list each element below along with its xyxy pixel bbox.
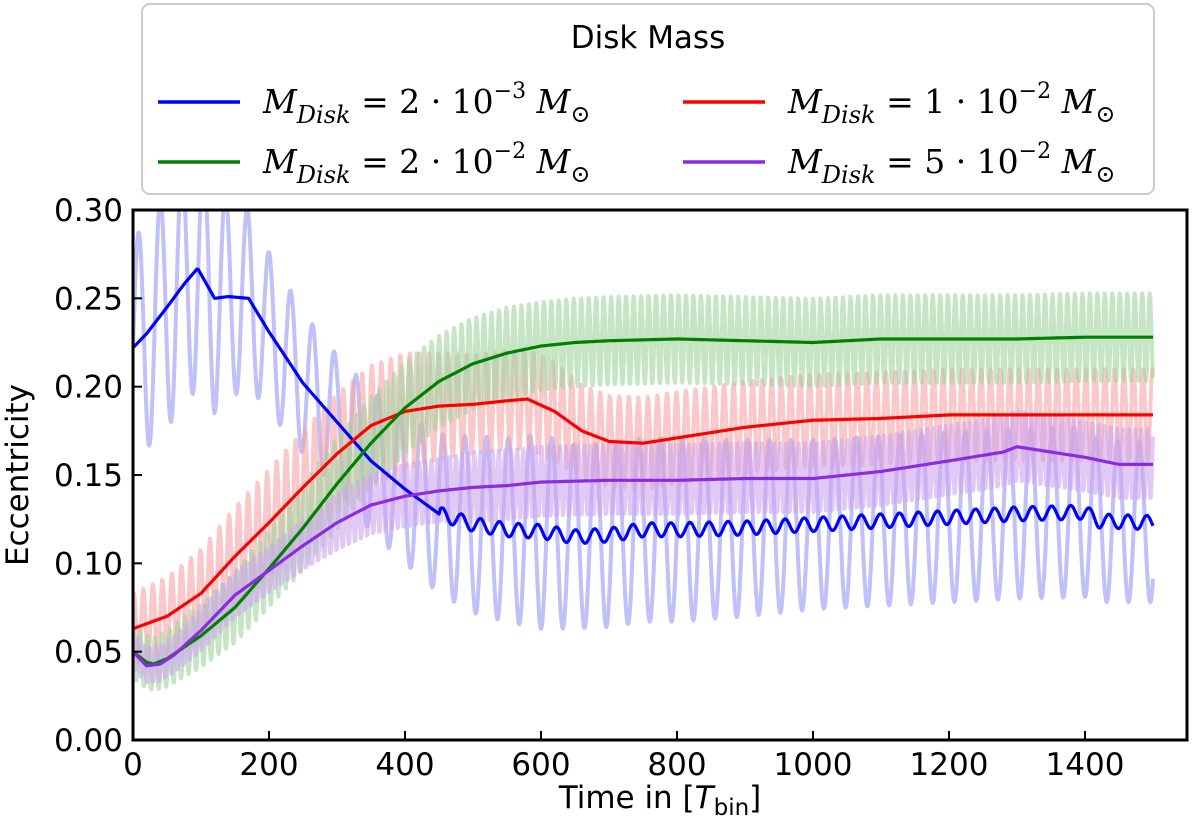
x-tick-label: 200 [239, 747, 298, 783]
x-tick-label: 0 [123, 747, 143, 783]
x-tick-label: 600 [511, 747, 570, 783]
line-series-1 [133, 267, 1155, 545]
y-tick-label: 0.30 [54, 193, 123, 229]
band-series-4 [133, 409, 1155, 685]
variance-bands [133, 210, 1155, 692]
y-tick-label: 0.00 [54, 723, 123, 759]
line-series-4 [133, 445, 1154, 668]
y-tick-label: 0.25 [54, 281, 123, 317]
line-series-2 [133, 397, 1154, 631]
legend-label: MDisk = 5 · 10−2 M⊙ [787, 139, 1116, 189]
x-tick-label: 1000 [774, 747, 853, 783]
y-tick-label: 0.20 [54, 370, 123, 406]
legend-box [141, 3, 1155, 195]
legend-title: Disk Mass [571, 20, 726, 56]
legend-label: MDisk = 1 · 10−2 M⊙ [787, 79, 1116, 129]
legend: Disk Mass MDisk = 2 · 10−3 M⊙ MDisk = 1 ·… [141, 3, 1155, 195]
x-tick-label: 400 [375, 747, 434, 783]
x-axis-title: Time in [Tbin] [558, 780, 762, 821]
legend-entries: MDisk = 2 · 10−3 M⊙ MDisk = 1 · 10−2 M⊙ MD… [158, 79, 1116, 189]
legend-entry-3: MDisk = 2 · 10−2 M⊙ [158, 139, 591, 189]
legend-entry-4: MDisk = 5 · 10−2 M⊙ [683, 139, 1116, 189]
legend-label: MDisk = 2 · 10−3 M⊙ [262, 79, 591, 129]
x-tick-label: 1400 [1046, 747, 1125, 783]
x-tick-label: 800 [647, 747, 706, 783]
y-axis: 0.00 0.05 0.10 0.15 0.20 0.25 0.30 [54, 193, 142, 759]
legend-entry-1: MDisk = 2 · 10−3 M⊙ [158, 79, 591, 129]
x-tick-label: 1200 [910, 747, 989, 783]
legend-label: MDisk = 2 · 10−2 M⊙ [262, 139, 591, 189]
y-tick-label: 0.10 [54, 546, 123, 582]
y-axis-title: Eccentricity [0, 384, 36, 566]
line-series-3 [133, 335, 1154, 666]
series-lines [133, 267, 1155, 668]
legend-entry-2: MDisk = 1 · 10−2 M⊙ [683, 79, 1116, 129]
y-tick-label: 0.05 [54, 635, 123, 671]
x-axis: 0 200 400 600 800 1000 1200 1400 [123, 731, 1124, 783]
y-tick-label: 0.15 [54, 458, 123, 494]
